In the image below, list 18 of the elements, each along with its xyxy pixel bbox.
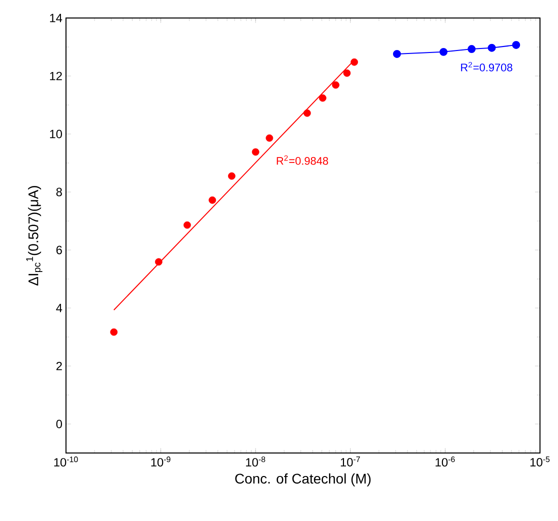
x-tick-label: 10$^{-6}$ [436,456,455,467]
y-tick-label: 14 [50,14,62,22]
y-tick-label: 8 [56,188,62,196]
y-tick-label: 12 [50,72,62,80]
y-tick-label: 0 [56,420,62,428]
annotation: R$^{2}$=0.9708 [461,62,512,72]
y-axis-title: ΔI$_{pc}$$^{1}$(0.507)(μA) [26,186,42,286]
y-tick-label: 10 [50,130,62,138]
x-tick-label: 10$^{-5}$ [530,456,550,466]
y-tick-label: 2 [56,362,62,370]
x-axis-title: Conc. of Catechol (M) [235,473,371,486]
y-tick-label: 4 [56,304,62,312]
x-tick-label: 10$^{-7}$ [340,456,360,466]
y-tick-label: 6 [56,246,62,254]
x-tick-label: 10$^{-9}$ [151,456,170,467]
x-tick-label: 10$^{-10}$ [54,456,78,467]
x-tick-label: 10$^{-8}$ [246,456,266,467]
annotation: R$^{2}$=0.9848 [276,155,328,165]
